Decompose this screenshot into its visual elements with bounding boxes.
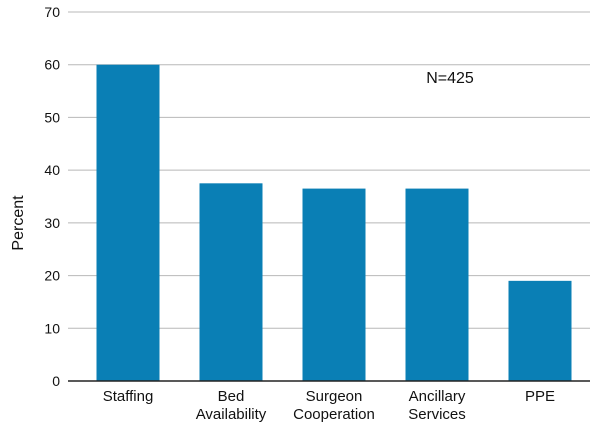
bars bbox=[96, 64, 572, 381]
category-label: Surgeon bbox=[306, 388, 363, 405]
bar bbox=[96, 64, 160, 381]
bar bbox=[405, 188, 469, 381]
y-tick-labels: 0 10 20 30 40 50 60 70 bbox=[44, 4, 60, 389]
category-label: Bed bbox=[218, 388, 245, 405]
bar bbox=[199, 183, 263, 381]
category-label: Staffing bbox=[103, 388, 154, 405]
y-tick-label: 20 bbox=[44, 268, 60, 284]
y-tick-label: 60 bbox=[44, 57, 60, 73]
category-label: Services bbox=[408, 406, 466, 423]
category-label: Ancillary bbox=[409, 388, 466, 405]
y-tick-label: 40 bbox=[44, 162, 60, 178]
y-tick-label: 70 bbox=[44, 4, 60, 20]
category-label: Availability bbox=[196, 406, 267, 423]
category-label: PPE bbox=[525, 388, 555, 405]
y-tick-label: 0 bbox=[52, 373, 60, 389]
category-label: Cooperation bbox=[293, 406, 375, 423]
y-tick-label: 50 bbox=[44, 109, 60, 125]
bar bbox=[508, 280, 572, 381]
y-tick-label: 10 bbox=[44, 320, 60, 336]
bar bbox=[302, 188, 366, 381]
sample-size-annotation: N=425 bbox=[426, 70, 474, 87]
y-axis-title: Percent bbox=[10, 195, 27, 251]
y-tick-label: 30 bbox=[44, 215, 60, 231]
